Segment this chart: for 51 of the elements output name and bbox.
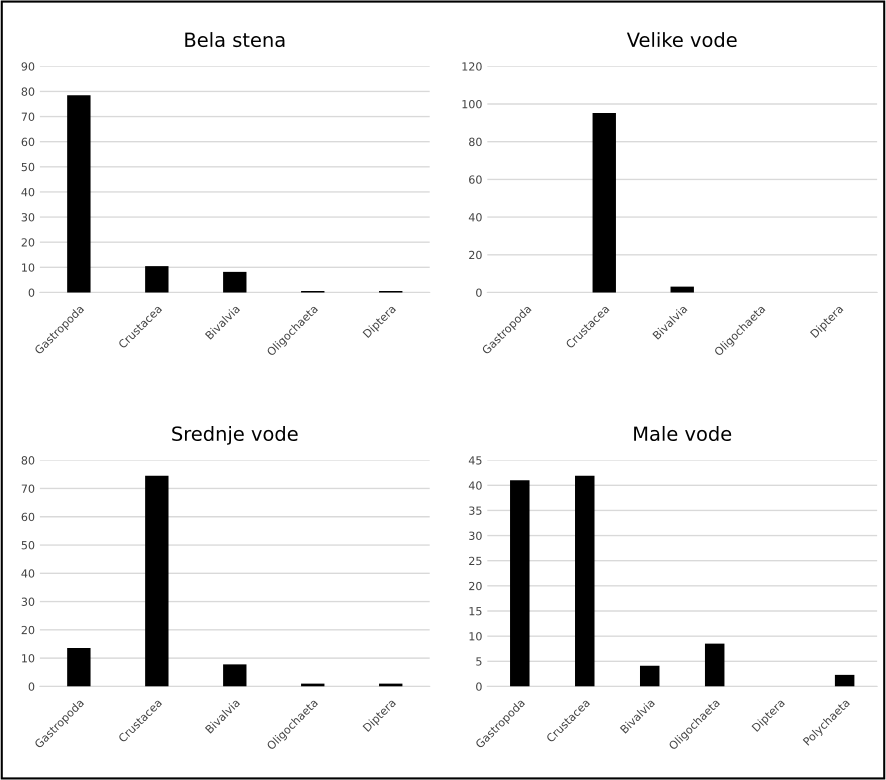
y-tick-label: 40	[21, 569, 34, 578]
y-tick-label: 35	[469, 506, 482, 515]
chart-title: Male vode	[634, 426, 732, 442]
y-tick-label: 10	[22, 654, 34, 663]
y-tick-label: 40	[468, 213, 482, 222]
y-tick-label: 20	[469, 250, 482, 260]
y-tick-label: 100	[462, 100, 482, 108]
bar	[575, 476, 595, 686]
y-tick-label: 30	[22, 213, 34, 222]
y-tick-label: 80	[22, 456, 34, 465]
y-tick-label: 80	[469, 138, 482, 146]
bar	[67, 95, 91, 292]
y-tick-label: 70	[22, 484, 34, 493]
y-tick-label: 0	[476, 288, 482, 297]
bar	[834, 674, 854, 686]
y-tick-label: 5	[476, 657, 482, 666]
y-tick-label: 10	[22, 263, 34, 272]
chart-title: Srednje vode	[172, 426, 298, 445]
bar	[145, 476, 169, 686]
y-tick-label: 70	[22, 112, 34, 121]
bar	[640, 666, 660, 686]
y-tick-label: 40	[468, 481, 482, 490]
y-tick-label: 60	[22, 138, 34, 146]
y-tick-label: 20	[22, 626, 34, 634]
y-tick-label: 15	[470, 607, 482, 616]
y-tick-label: 20	[469, 582, 482, 590]
y-tick-label: 50	[22, 541, 34, 550]
y-tick-label: 120	[462, 62, 482, 71]
y-tick-label: 60	[22, 512, 34, 522]
y-tick-label: 40	[21, 188, 34, 196]
y-tick-label: 80	[22, 87, 34, 96]
bar	[510, 480, 530, 686]
bar	[145, 266, 169, 292]
y-tick-label: 90	[22, 62, 34, 71]
y-tick-label: 20	[22, 238, 34, 247]
y-tick-label: 50	[22, 162, 34, 172]
chart-title: Velike vode	[626, 32, 737, 48]
y-tick-label: 10	[470, 632, 482, 641]
y-tick-label: 30	[469, 532, 482, 540]
y-tick-label: 0	[28, 288, 34, 297]
bar	[67, 648, 91, 686]
chart-title: Bela stena	[185, 32, 284, 48]
bar	[704, 644, 724, 686]
bar	[223, 272, 246, 292]
y-tick-label: 25	[469, 556, 482, 566]
y-tick-label: 45	[468, 456, 482, 465]
bar	[223, 664, 246, 686]
y-tick-label: 0	[476, 682, 482, 691]
y-tick-label: 30	[22, 598, 34, 606]
y-tick-label: 0	[28, 682, 34, 691]
y-tick-label: 60	[469, 175, 482, 184]
